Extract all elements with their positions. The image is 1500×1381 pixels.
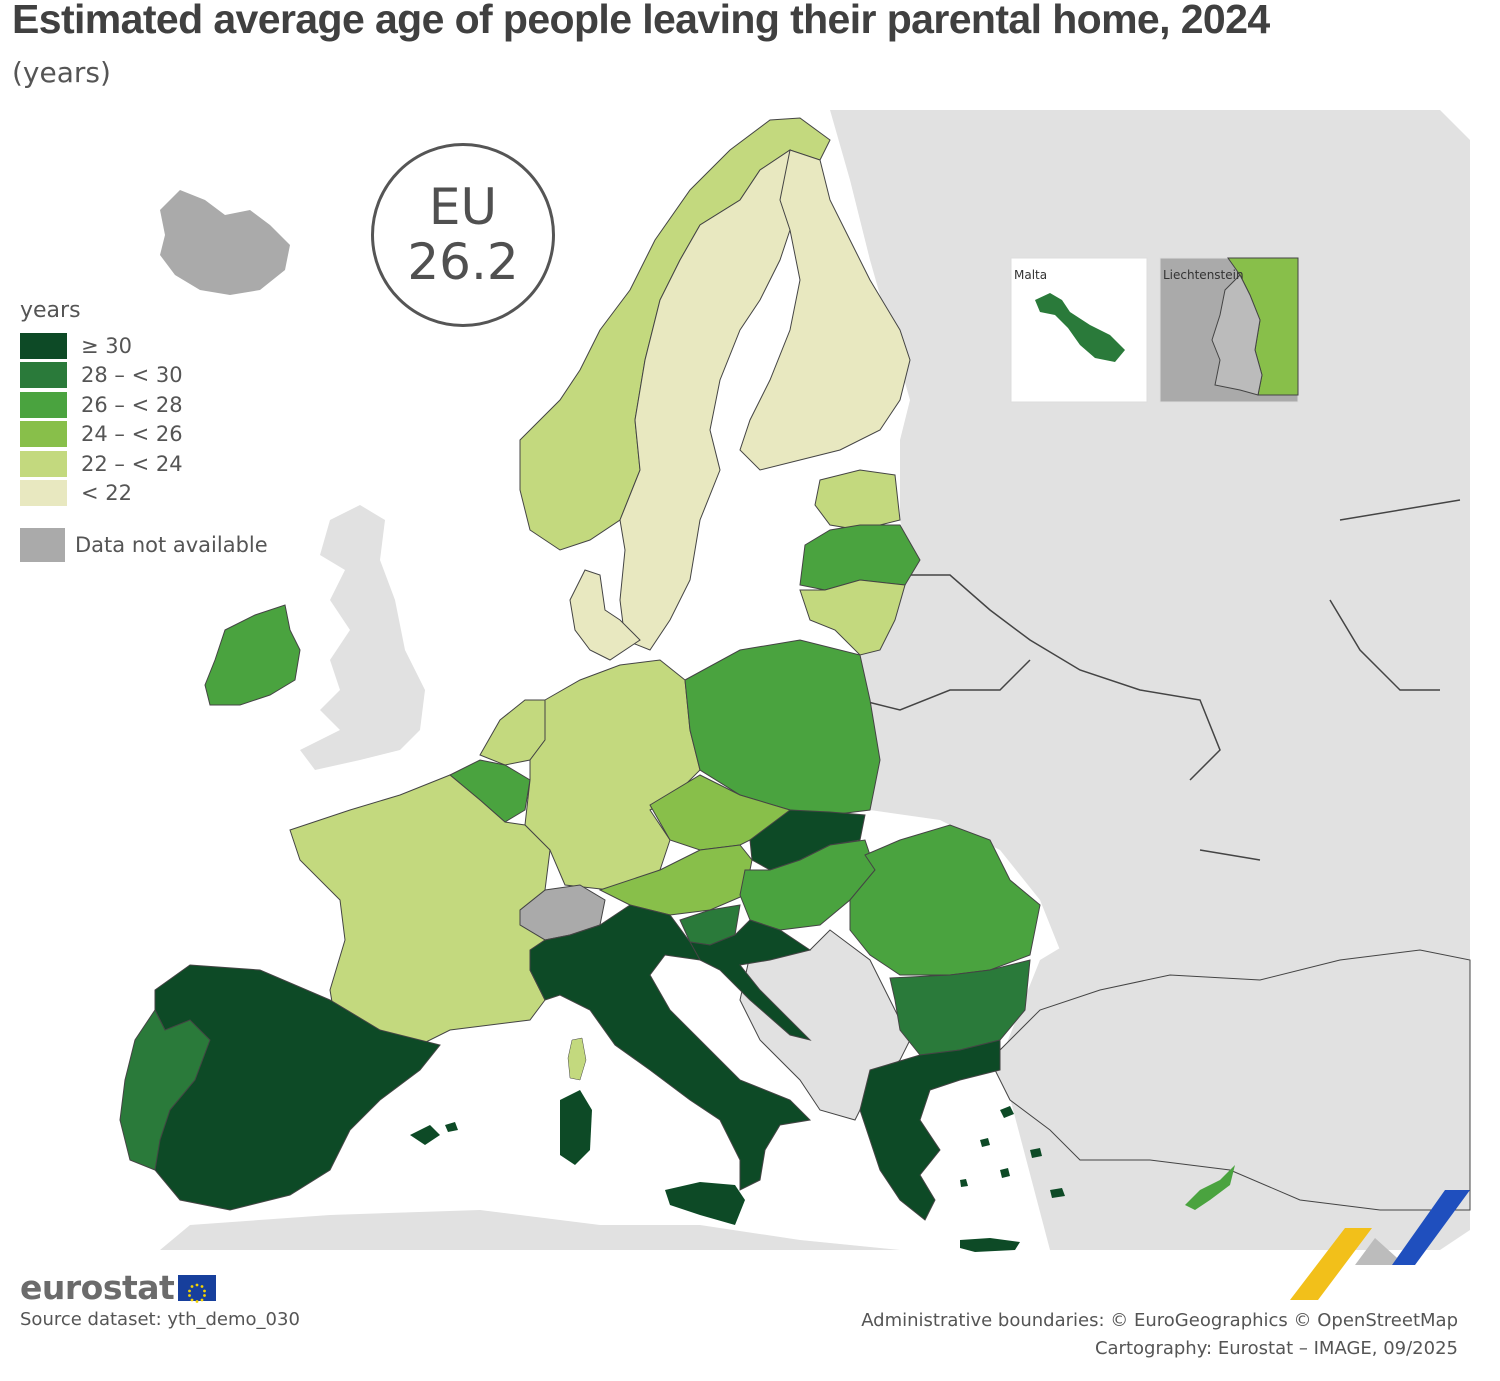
eurostat-logo: eurostat xyxy=(20,1268,217,1307)
corsica-shape xyxy=(567,1037,587,1081)
ireland-shape xyxy=(204,604,301,706)
credits-boundaries: Administrative boundaries: © EuroGeograp… xyxy=(861,1310,1458,1331)
legend-label: 22 – < 24 xyxy=(81,451,183,476)
croatia-shape xyxy=(689,919,812,1041)
legend-label: 28 – < 30 xyxy=(81,363,183,388)
liechtenstein-inset: Liechtenstein xyxy=(1159,257,1299,403)
legend-label: 26 – < 28 xyxy=(81,392,183,417)
legend-swatch xyxy=(20,421,67,448)
legend-label: 24 – < 26 xyxy=(81,422,183,447)
legend-swatch xyxy=(20,528,65,562)
legend-item: 24 – < 26 xyxy=(20,420,268,450)
eu-badge-value: 26.2 xyxy=(407,233,519,291)
legend-swatch xyxy=(20,450,67,477)
greece-shape xyxy=(859,1039,1001,1221)
iceland-shape xyxy=(160,190,290,295)
source-dataset: Source dataset: yth_demo_030 xyxy=(20,1309,300,1330)
legend-title: years xyxy=(20,298,81,323)
map-subtitle: (years) xyxy=(12,56,111,89)
cyprus-shape xyxy=(1185,1165,1235,1210)
map-background-uk xyxy=(300,505,425,770)
liechtenstein-inset-label: Liechtenstein xyxy=(1163,268,1244,282)
cartography-corner-logo xyxy=(1290,1190,1470,1300)
germany-shape xyxy=(524,659,701,891)
legend-label: ≥ 30 xyxy=(81,333,132,358)
slovakia-shape xyxy=(749,809,866,871)
map-legend: years ≥ 30 28 – < 30 26 – < 28 24 – < 26… xyxy=(20,298,268,562)
finland-shape xyxy=(739,149,911,471)
map-background-russia-borders xyxy=(859,499,1461,861)
legend-swatch xyxy=(20,332,67,359)
legend-item: < 22 xyxy=(20,479,268,509)
liechtenstein-neighbour xyxy=(1211,274,1263,396)
italy-shape xyxy=(529,904,812,1191)
eurostat-logo-text: eurostat xyxy=(20,1268,175,1307)
legend-swatch xyxy=(20,362,67,389)
legend-item: 22 – < 24 xyxy=(20,449,268,479)
portugal-shape xyxy=(119,1009,211,1171)
eu-badge-label: EU xyxy=(428,178,498,236)
estonia-shape xyxy=(814,469,901,531)
sicily-shape xyxy=(665,1182,745,1225)
legend-item-not-available: Data not available xyxy=(20,528,268,562)
credits-cartography: Cartography: Eurostat – IMAGE, 09/2025 xyxy=(1094,1338,1458,1359)
map-credits: Administrative boundaries: © EuroGeograp… xyxy=(861,1307,1458,1363)
eu-average-badge: EU 26.2 xyxy=(371,143,555,327)
legend-label: Data not available xyxy=(75,533,268,557)
malta-inset-label: Malta xyxy=(1014,268,1047,282)
legend-swatch xyxy=(20,480,67,507)
legend-label: < 22 xyxy=(81,481,132,506)
map-background-land xyxy=(830,110,1470,1250)
map-background-north-africa xyxy=(160,1210,900,1250)
eu-flag-icon xyxy=(178,1274,217,1303)
latvia-shape xyxy=(799,524,921,591)
greek-islands-shape xyxy=(960,1106,1065,1252)
map-title: Estimated average age of people leaving … xyxy=(12,0,1270,42)
poland-shape xyxy=(684,639,881,816)
legend-item: 26 – < 28 xyxy=(20,390,268,420)
lithuania-shape xyxy=(799,579,906,656)
balearic-islands-shape xyxy=(410,1122,458,1145)
malta-shape xyxy=(1035,293,1125,362)
sardinia-shape xyxy=(560,1090,592,1165)
denmark-shape xyxy=(569,569,641,661)
legend-swatch xyxy=(20,391,67,418)
malta-inset: Malta xyxy=(1010,257,1148,403)
legend-item: 28 – < 30 xyxy=(20,361,268,391)
map-background-turkey xyxy=(989,949,1471,1211)
legend-item: ≥ 30 xyxy=(20,331,268,361)
